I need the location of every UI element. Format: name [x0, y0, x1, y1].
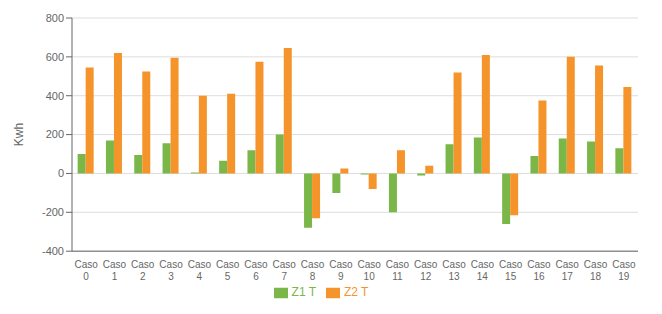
- svg-text:Caso1: Caso1: [103, 259, 127, 282]
- svg-text:Caso11: Caso11: [386, 259, 410, 282]
- svg-text:Caso5: Caso5: [216, 259, 240, 282]
- svg-text:Caso19: Caso19: [612, 259, 636, 282]
- svg-text:Caso0: Caso0: [74, 259, 98, 282]
- svg-text:800: 800: [46, 12, 64, 24]
- svg-text:0: 0: [58, 167, 64, 179]
- svg-text:Caso2: Caso2: [131, 259, 155, 282]
- svg-text:Caso13: Caso13: [442, 259, 466, 282]
- html-text:Z1 T: Z1 T: [291, 285, 316, 300]
- svg-text:Caso15: Caso15: [499, 259, 523, 282]
- svg-text:Caso10: Caso10: [357, 259, 381, 282]
- html-text:Z2 T: Z2 T: [344, 285, 369, 300]
- svg-text:Caso16: Caso16: [527, 259, 551, 282]
- svg-text:-200: -200: [42, 206, 64, 218]
- svg-text:Caso9: Caso9: [329, 259, 353, 282]
- svg-text:-400: -400: [42, 245, 64, 257]
- svg-text:Caso3: Caso3: [159, 259, 183, 282]
- svg-text:600: 600: [46, 51, 64, 63]
- svg-text:Caso4: Caso4: [188, 259, 212, 282]
- svg-text:Caso17: Caso17: [556, 259, 580, 282]
- svg-text:400: 400: [46, 90, 64, 102]
- svg-text:200: 200: [46, 128, 64, 140]
- svg-text:Caso18: Caso18: [584, 259, 608, 282]
- svg-text:Kwh: Kwh: [12, 123, 26, 146]
- svg-text:Caso14: Caso14: [471, 259, 495, 282]
- svg-text:Caso7: Caso7: [273, 259, 297, 282]
- svg-text:Caso6: Caso6: [244, 259, 268, 282]
- svg-text:Caso8: Caso8: [301, 259, 325, 282]
- svg-text:Caso12: Caso12: [414, 259, 438, 282]
